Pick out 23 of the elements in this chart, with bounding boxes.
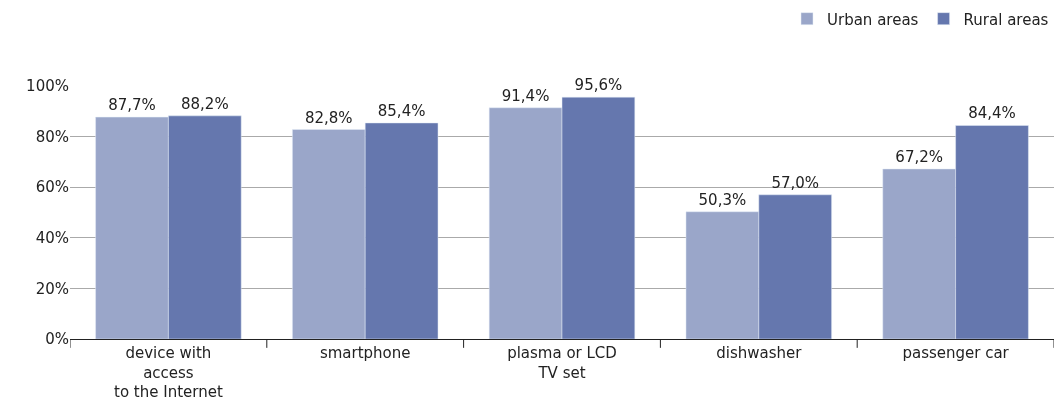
y-tick-label: 0% bbox=[45, 330, 69, 349]
data-label: 50,3% bbox=[698, 190, 747, 209]
data-label: 82,8% bbox=[304, 108, 353, 127]
data-label: 84,4% bbox=[968, 104, 1016, 123]
data-label: 57,0% bbox=[771, 173, 820, 192]
data-label: 91,4% bbox=[501, 86, 550, 105]
data-label: 87,7% bbox=[108, 96, 156, 115]
y-tick-label: 20% bbox=[35, 279, 69, 298]
y-tick-label: 80% bbox=[35, 127, 69, 146]
y-tick-label: 60% bbox=[35, 178, 69, 197]
y-tick-label: 100% bbox=[26, 77, 69, 96]
data-label: 88,2% bbox=[180, 94, 229, 113]
data-label: 85,4% bbox=[377, 101, 426, 120]
data-label: 95,6% bbox=[574, 76, 623, 95]
data-label: 67,2% bbox=[895, 147, 944, 166]
y-tick-label: 40% bbox=[35, 229, 69, 248]
legend-label: Urban areas bbox=[827, 10, 919, 29]
x-tick-label: passenger car bbox=[902, 344, 1010, 362]
x-tick-label: device with access to the Internet bbox=[114, 344, 223, 401]
x-tick-label: plasma or LCD TV set bbox=[507, 344, 617, 382]
legend-label: Rural areas bbox=[963, 10, 1049, 29]
x-tick-label: dishwasher bbox=[716, 344, 803, 362]
x-tick-label: smartphone bbox=[319, 344, 411, 362]
